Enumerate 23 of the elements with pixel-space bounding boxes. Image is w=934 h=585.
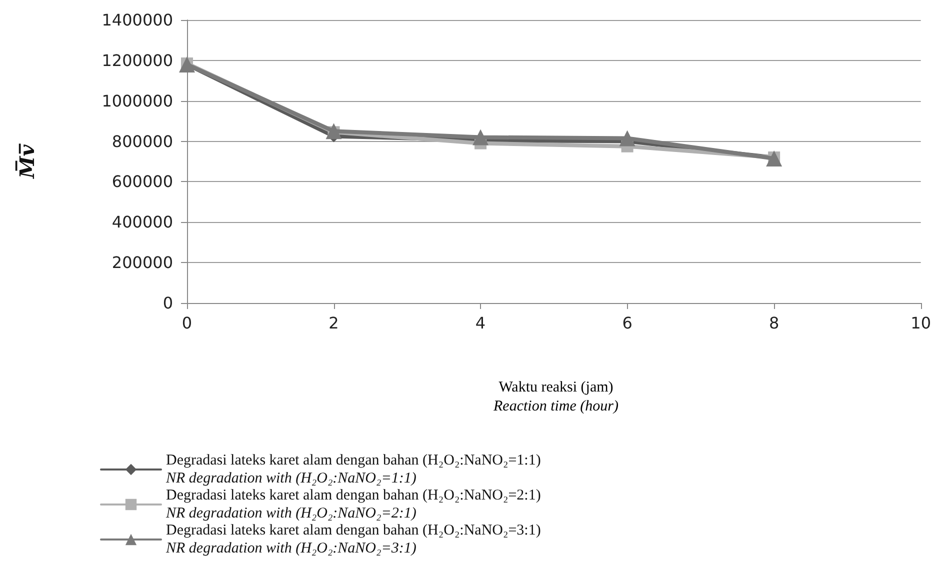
- x-tick-label: 10: [910, 314, 931, 332]
- point: [326, 123, 342, 140]
- legend-label: Degradasi lateks karet alam dengan bahan (H₂O₂:NaNO₂=2:1) NR degradation with (H₂O₂:NaNO₂=2:1): [165, 488, 541, 522]
- legend-label: Degradasi lateks karet alam dengan bahan (H₂O₂:NaNO₂=1:1) NR degradation with (H₂O₂:NaNO₂=1:1): [165, 452, 541, 486]
- y-tick-label: 200000: [112, 253, 173, 272]
- x-tick-label: 2: [328, 314, 339, 332]
- x-tick-label: 8: [768, 314, 780, 332]
- legend-label: Degradasi lateks karet alam dengan bahan (H₂O₂:NaNO₂=3:1) NR degradation with (H₂O₂:NaNO₂=3:1): [165, 522, 541, 556]
- point: [619, 130, 636, 146]
- x-axis-title: Waktu reaksi (jam) Reaction time (hour): [492, 380, 618, 414]
- y-tick-label: 1400000: [102, 10, 173, 30]
- y-tick-label: 400000: [112, 212, 173, 232]
- y-tick-label: 600000: [112, 172, 173, 192]
- y-tick-label: 1000000: [102, 91, 173, 110]
- y-axis-title: M̅v̅: [14, 144, 39, 180]
- point: [766, 150, 782, 166]
- y-tick-label: 0: [162, 294, 173, 312]
- x-tick-label: 4: [475, 314, 486, 332]
- y-tick-label: 800000: [112, 132, 173, 151]
- y-tick-label: 1200000: [102, 50, 173, 70]
- x-tick-label: 6: [622, 314, 632, 332]
- x-tick-label: 0: [182, 314, 192, 332]
- point: [472, 129, 489, 146]
